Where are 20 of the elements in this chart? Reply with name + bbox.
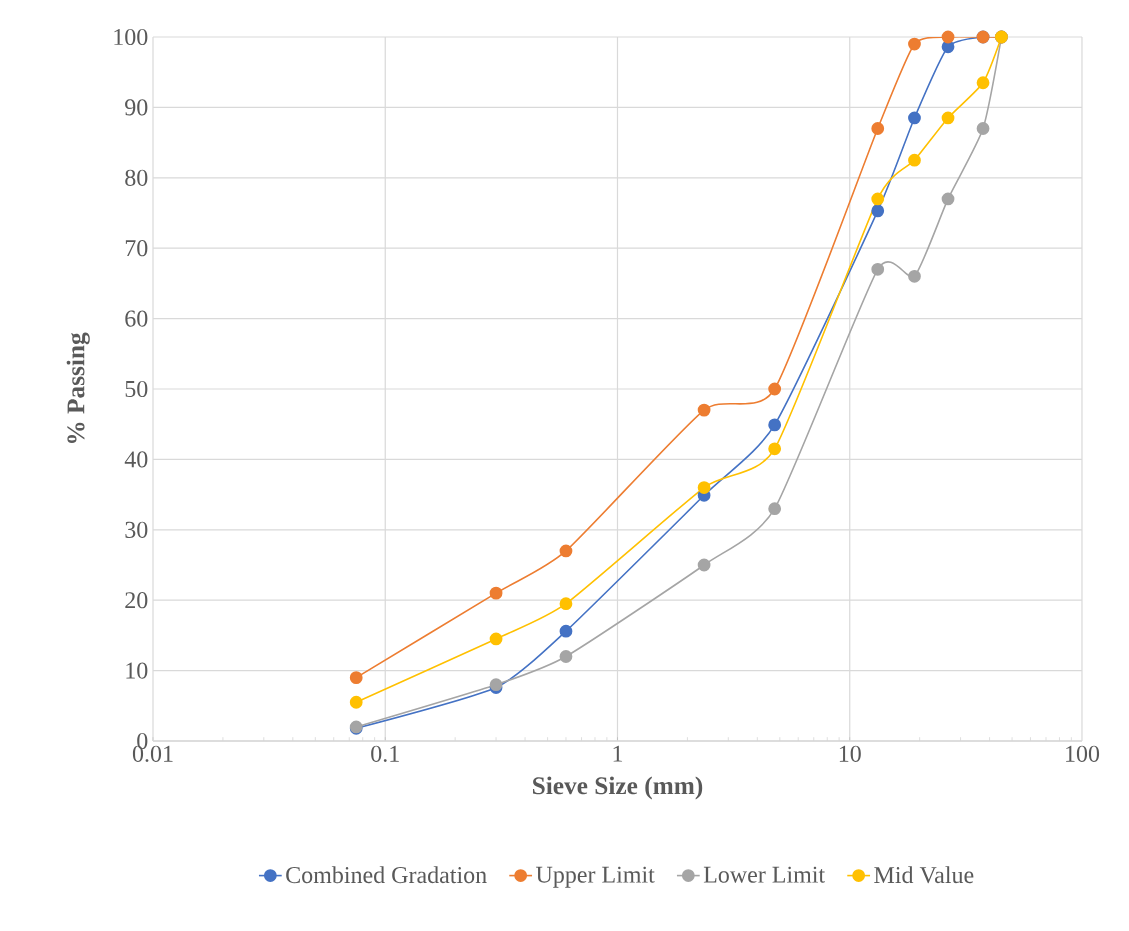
x-tick-label: 1 [613,745,623,762]
y-axis-title: % Passing [66,332,90,444]
y-tick-label: 80 [125,169,148,186]
y-tick-label: 70 [125,240,148,257]
y-tick-label: 60 [125,310,148,327]
y-tick-label: 50 [125,380,148,398]
x-tick-label: 100 [1066,745,1100,762]
y-tick-label: 90 [125,99,148,116]
x-axis-title: Sieve Size (mm) [533,776,703,800]
y-tick-label: 30 [125,521,148,538]
y-tick-label: 20 [125,592,148,609]
x-tick-label: 10 [839,745,861,762]
legend-label: Combined Gradation [286,866,487,884]
y-tick-label: 100 [114,28,148,46]
x-tick-label: 0.1 [371,745,399,762]
legend-label: Upper Limit [536,866,655,888]
y-tick-label: 40 [124,451,148,468]
legend-label: Lower Limit [703,866,825,883]
legend-label: Mid Value [874,866,974,884]
y-tick-label: 10 [126,662,148,679]
